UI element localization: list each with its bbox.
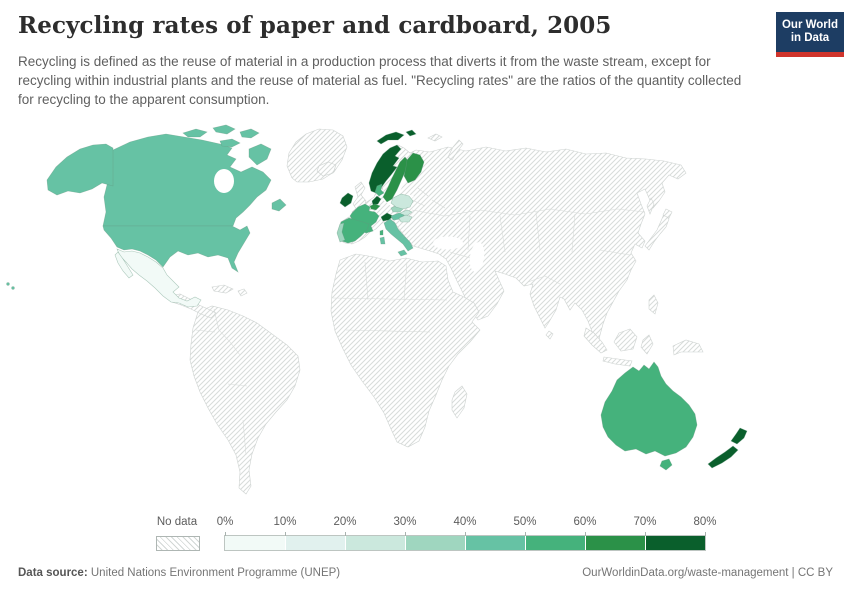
island-hispaniola [237, 288, 248, 297]
country-hungary[interactable] [398, 214, 413, 223]
legend-tick-label: 40% [453, 516, 477, 528]
country-australia-tasmania[interactable] [659, 458, 673, 471]
landmass-greenland [286, 128, 348, 183]
landmass-eurasia [337, 144, 687, 348]
legend-tick [405, 532, 406, 536]
no-data-label: No data [156, 516, 198, 528]
island-sulawesi [640, 334, 654, 355]
legend-bin-0-10%[interactable] [225, 536, 285, 550]
country-norway[interactable] [368, 144, 402, 194]
legend-tick [465, 532, 466, 536]
island-new-guinea [672, 339, 704, 356]
owid-logo[interactable]: Our World in Data [776, 12, 844, 57]
legend-tick-label: 80% [693, 516, 717, 528]
country-poland[interactable] [390, 193, 414, 210]
world-map [0, 123, 850, 508]
legend-bin-20-30%[interactable] [345, 536, 405, 550]
country-new-zealand-south[interactable] [707, 445, 739, 469]
country-united-states-alaska[interactable] [46, 143, 114, 196]
country-finland[interactable] [403, 152, 425, 184]
island-cuba [211, 284, 234, 294]
legend-tick [645, 532, 646, 536]
legend-tick-label: 50% [513, 516, 537, 528]
country-mexico[interactable] [116, 248, 202, 308]
country-canada-arctic-islands[interactable] [182, 124, 287, 212]
island-japan [644, 213, 670, 251]
black-sea [433, 236, 463, 250]
no-data-swatch[interactable] [156, 536, 200, 551]
no-data-landmasses [169, 128, 704, 495]
island-sakhalin [646, 197, 655, 215]
page-title: Recycling rates of paper and cardboard, … [18, 12, 612, 39]
chart-subtitle: Recycling is defined as the reuse of mat… [18, 54, 742, 107]
country-denmark[interactable] [374, 183, 385, 197]
island-iceland [316, 161, 337, 177]
island-madagascar [451, 385, 468, 419]
country-mexico-baja[interactable] [114, 251, 134, 279]
caspian-sea [469, 242, 485, 272]
country-belgium[interactable] [369, 203, 381, 211]
island-franz-josef [427, 133, 443, 142]
country-ireland[interactable] [339, 192, 354, 208]
map-legend: No data 0% 10% 20% 30% 40% 50% 60% 70% 80% [0, 514, 850, 558]
legend-tick [585, 532, 586, 536]
island-sri-lanka [545, 330, 554, 340]
legend-bin-60-70%[interactable] [585, 536, 645, 550]
legend-tick [225, 532, 226, 536]
legend-tick [525, 532, 526, 536]
island-philippines [648, 294, 659, 315]
data-countries [6, 124, 748, 471]
legend-bin-10-20%[interactable] [285, 536, 345, 550]
legend-bin-70-80%[interactable] [645, 536, 705, 550]
legend-tick-label: 30% [393, 516, 417, 528]
legend-tick-label: 70% [633, 516, 657, 528]
legend-tick [705, 532, 706, 536]
island-novaya-zemlya [447, 139, 464, 161]
country-italy-islands[interactable] [379, 236, 408, 257]
island-borneo [613, 328, 638, 352]
country-netherlands[interactable] [371, 195, 382, 206]
country-france-corsica[interactable] [379, 229, 384, 236]
country-united-states-hawaii-2[interactable] [11, 286, 15, 290]
data-source-label: Data source: [18, 567, 88, 579]
chart-footer: Data source: United Nations Environment … [0, 567, 850, 579]
legend-color-bar[interactable]: 0% 10% 20% 30% 40% 50% 60% 70% 80% [217, 516, 717, 551]
legend-bin-40-50%[interactable] [465, 536, 525, 550]
legend-tick-label: 10% [273, 516, 297, 528]
legend-bin-30-40%[interactable] [405, 536, 465, 550]
landmass-africa [330, 253, 481, 448]
landmass-south-america [189, 305, 301, 495]
country-new-zealand-north[interactable] [730, 427, 748, 445]
legend-tick-label: 60% [573, 516, 597, 528]
country-italy[interactable] [383, 218, 414, 252]
country-borders [195, 187, 646, 456]
legend-tick [345, 532, 346, 536]
legend-bin-50-60%[interactable] [525, 536, 585, 550]
data-source: Data source: United Nations Environment … [18, 567, 340, 579]
country-canada[interactable] [102, 133, 272, 227]
island-sumatra [583, 327, 608, 354]
island-java [602, 356, 633, 367]
country-norway-svalbard[interactable] [376, 129, 417, 145]
owid-logo-box: Our World in Data [776, 12, 844, 52]
island-hokkaido [662, 208, 673, 219]
legend-tick [285, 532, 286, 536]
country-united-states[interactable] [102, 225, 251, 273]
hudson-bay [214, 169, 234, 193]
country-united-states-hawaii[interactable] [6, 282, 10, 286]
data-source-value: United Nations Environment Programme (UN… [87, 567, 341, 579]
legend-tick-label: 0% [216, 516, 234, 528]
legend-tick-label: 20% [333, 516, 357, 528]
owid-logo-red-bar [776, 52, 844, 57]
country-portugal[interactable] [336, 222, 346, 243]
credit-link[interactable]: OurWorldinData.org/waste-management | CC… [582, 567, 833, 579]
country-australia[interactable] [600, 361, 698, 457]
